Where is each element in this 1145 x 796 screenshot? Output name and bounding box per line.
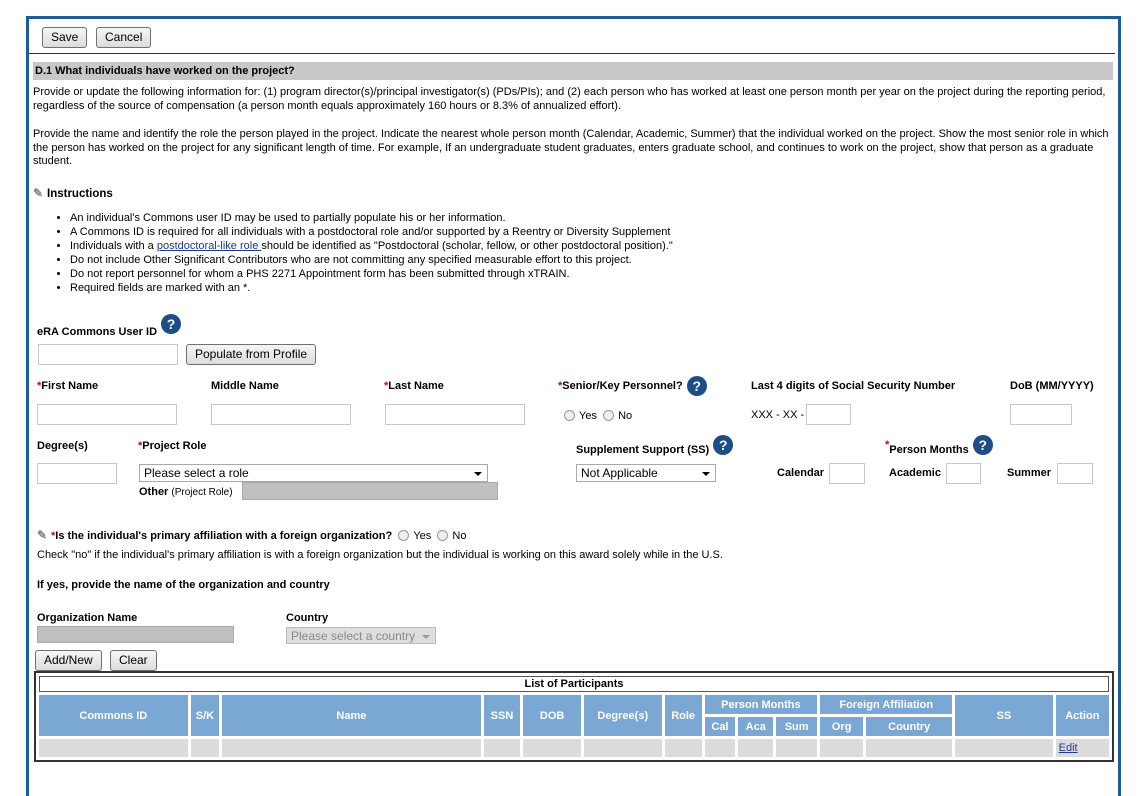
- help-icon[interactable]: ?: [972, 435, 993, 455]
- form-frame: [26, 16, 1121, 796]
- col-action: Action: [1055, 695, 1109, 736]
- chevron-down-icon: [702, 472, 710, 476]
- chevron-down-icon: [422, 635, 430, 639]
- participants-table: List of Participants Commons ID S/K Name…: [34, 671, 1114, 762]
- academic-input[interactable]: [946, 463, 981, 484]
- section-title: D.1 What individuals have worked on the …: [33, 62, 1113, 80]
- populate-from-profile-button[interactable]: Populate from Profile: [186, 344, 317, 365]
- last-name-input[interactable]: [385, 404, 525, 425]
- instruction-item: Required fields are marked with an *.: [70, 281, 673, 295]
- country-select[interactable]: Please select a country: [286, 627, 436, 644]
- supplement-support-label: Supplement Support (SS): [576, 444, 710, 456]
- academic-label: Academic: [889, 467, 941, 479]
- commons-id-input[interactable]: [38, 344, 178, 365]
- instructions-title: Instructions: [47, 188, 113, 200]
- col-person-months: Person Months: [704, 695, 818, 714]
- ssn-input[interactable]: [806, 404, 851, 425]
- ssn-label: Last 4 digits of Social Security Number: [751, 380, 956, 392]
- col-org: Org: [820, 717, 864, 736]
- middle-name-input[interactable]: [211, 404, 351, 425]
- col-commons-id: Commons ID: [39, 695, 188, 736]
- other-role-input[interactable]: [242, 482, 498, 500]
- foreign-note: Check "no" if the individual's primary a…: [37, 549, 723, 561]
- col-sk: S/K: [190, 695, 220, 736]
- organization-name-input[interactable]: [37, 626, 234, 643]
- pencil-icon: ✎: [37, 528, 48, 542]
- pencil-icon: ✎: [33, 186, 44, 200]
- intro-paragraph-1: Provide or update the following informat…: [33, 86, 1106, 112]
- ssn-prefix: XXX - XX -: [751, 409, 805, 421]
- cancel-button[interactable]: Cancel: [96, 27, 152, 48]
- organization-name-label: Organization Name: [37, 612, 138, 624]
- foreign-affiliation-question: Is the individual's primary affiliation …: [55, 530, 393, 542]
- col-name: Name: [222, 695, 481, 736]
- senior-key-label: Senior/Key Personnel?: [562, 380, 683, 392]
- help-icon[interactable]: ?: [161, 314, 182, 334]
- col-sum: Sum: [776, 717, 818, 736]
- add-new-button[interactable]: Add/New: [35, 650, 102, 671]
- postdoctoral-role-link[interactable]: postdoctoral-like role: [156, 240, 262, 252]
- col-aca: Aca: [738, 717, 774, 736]
- if-yes-label: If yes, provide the name of the organiza…: [37, 579, 330, 591]
- instruction-item: Do not report personnel for whom a PHS 2…: [70, 267, 673, 281]
- project-role-label: Project Role: [142, 440, 207, 452]
- clear-button[interactable]: Clear: [110, 650, 157, 671]
- help-icon[interactable]: ?: [686, 376, 707, 396]
- col-degrees: Degree(s): [583, 695, 662, 736]
- instruction-item: Do not include Other Significant Contrib…: [70, 253, 673, 267]
- divider: [29, 53, 1115, 54]
- project-role-select[interactable]: Please select a role: [139, 464, 488, 482]
- person-months-label: Person Months: [889, 444, 969, 456]
- edit-link[interactable]: Edit: [1058, 742, 1078, 754]
- calendar-label: Calendar: [777, 467, 825, 479]
- table-caption: List of Participants: [39, 676, 1109, 692]
- middle-name-label: Middle Name: [211, 380, 279, 392]
- summer-label: Summer: [1007, 467, 1052, 479]
- intro-paragraph-2: Provide the name and identify the role t…: [33, 128, 1109, 167]
- country-label: Country: [286, 612, 329, 624]
- degree-input[interactable]: [37, 463, 117, 484]
- col-ss: SS: [955, 695, 1053, 736]
- dob-label: DoB (MM/YYYY): [1010, 380, 1094, 392]
- help-icon[interactable]: ?: [713, 435, 734, 455]
- other-label: Other: [139, 486, 169, 498]
- instructions-list: An individual's Commons user ID may be u…: [54, 211, 673, 295]
- col-cal: Cal: [704, 717, 736, 736]
- calendar-input[interactable]: [829, 463, 865, 484]
- last-name-label: Last Name: [388, 380, 444, 392]
- senior-yes-radio[interactable]: [564, 410, 575, 421]
- chevron-down-icon: [474, 472, 482, 476]
- col-ssn: SSN: [483, 695, 521, 736]
- first-name-input[interactable]: [37, 404, 177, 425]
- foreign-no-radio[interactable]: [437, 530, 449, 541]
- senior-no-radio[interactable]: [603, 410, 615, 421]
- summer-input[interactable]: [1057, 463, 1093, 484]
- save-button[interactable]: Save: [42, 27, 88, 48]
- col-role: Role: [664, 695, 702, 736]
- foreign-yes-radio[interactable]: [398, 530, 410, 541]
- col-dob: DOB: [523, 695, 581, 736]
- first-name-label: First Name: [41, 380, 99, 392]
- dob-input[interactable]: [1010, 404, 1072, 425]
- commons-id-label: eRA Commons User ID: [37, 326, 158, 338]
- instruction-item: A Commons ID is required for all individ…: [70, 225, 673, 239]
- instruction-item: An individual's Commons user ID may be u…: [70, 211, 673, 225]
- col-country: Country: [866, 717, 953, 736]
- degree-label: Degree(s): [37, 440, 88, 452]
- col-foreign-affiliation: Foreign Affiliation: [820, 695, 953, 714]
- supplement-support-select[interactable]: Not Applicable: [576, 464, 716, 482]
- instruction-item: Individuals with a postdoctoral-like rol…: [70, 239, 673, 253]
- table-row: Edit: [39, 739, 1109, 757]
